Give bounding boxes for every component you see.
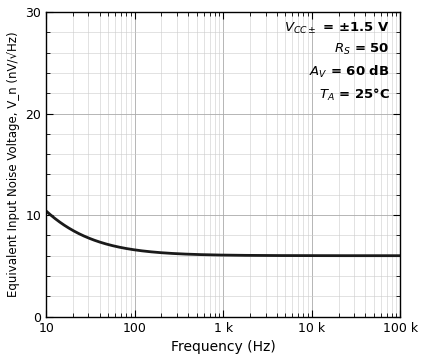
X-axis label: Frequency (Hz): Frequency (Hz) bbox=[171, 340, 276, 354]
Y-axis label: Equivalent Input Noise Voltage, V_n (nV/√Hz): Equivalent Input Noise Voltage, V_n (nV/… bbox=[7, 31, 20, 297]
Text: $V_{CC\pm}$ = ±1.5 V
$R_S$ = 50
$A_V$ = 60 dB
$T_A$ = 25°C: $V_{CC\pm}$ = ±1.5 V $R_S$ = 50 $A_V$ = … bbox=[284, 21, 390, 103]
